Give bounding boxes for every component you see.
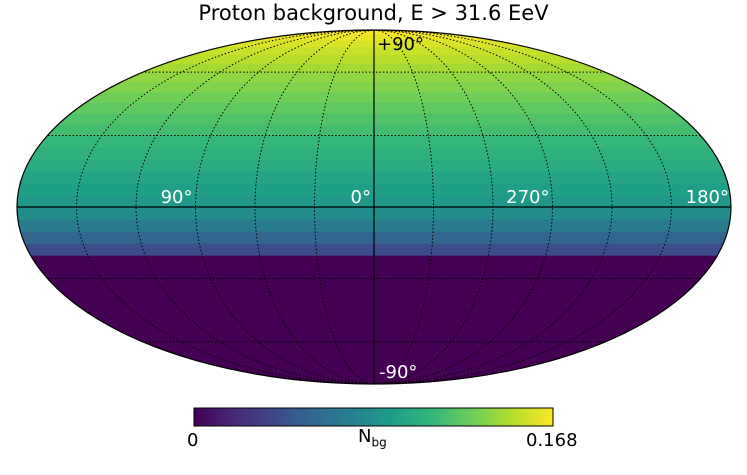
latitude-label-south: -90° xyxy=(379,362,417,383)
colorbar-title-sub: bg xyxy=(371,435,387,450)
latitude-label-north: +90° xyxy=(377,34,424,55)
chart-title: Proton background, E > 31.6 EeV xyxy=(198,1,549,25)
longitude-labels: 90° 0° 270° 180° xyxy=(161,187,729,208)
colorbar-title-main: N xyxy=(358,426,372,447)
colorbar xyxy=(193,407,554,427)
colorbar-min-label: 0 xyxy=(187,430,199,451)
colorbar-title: Nbg xyxy=(358,427,387,453)
longitude-label: 180° xyxy=(686,187,729,208)
longitude-label: 90° xyxy=(161,187,193,208)
longitude-label: 270° xyxy=(506,187,549,208)
colorbar-max-label: 0.168 xyxy=(526,430,578,451)
longitude-label: 0° xyxy=(351,187,371,208)
